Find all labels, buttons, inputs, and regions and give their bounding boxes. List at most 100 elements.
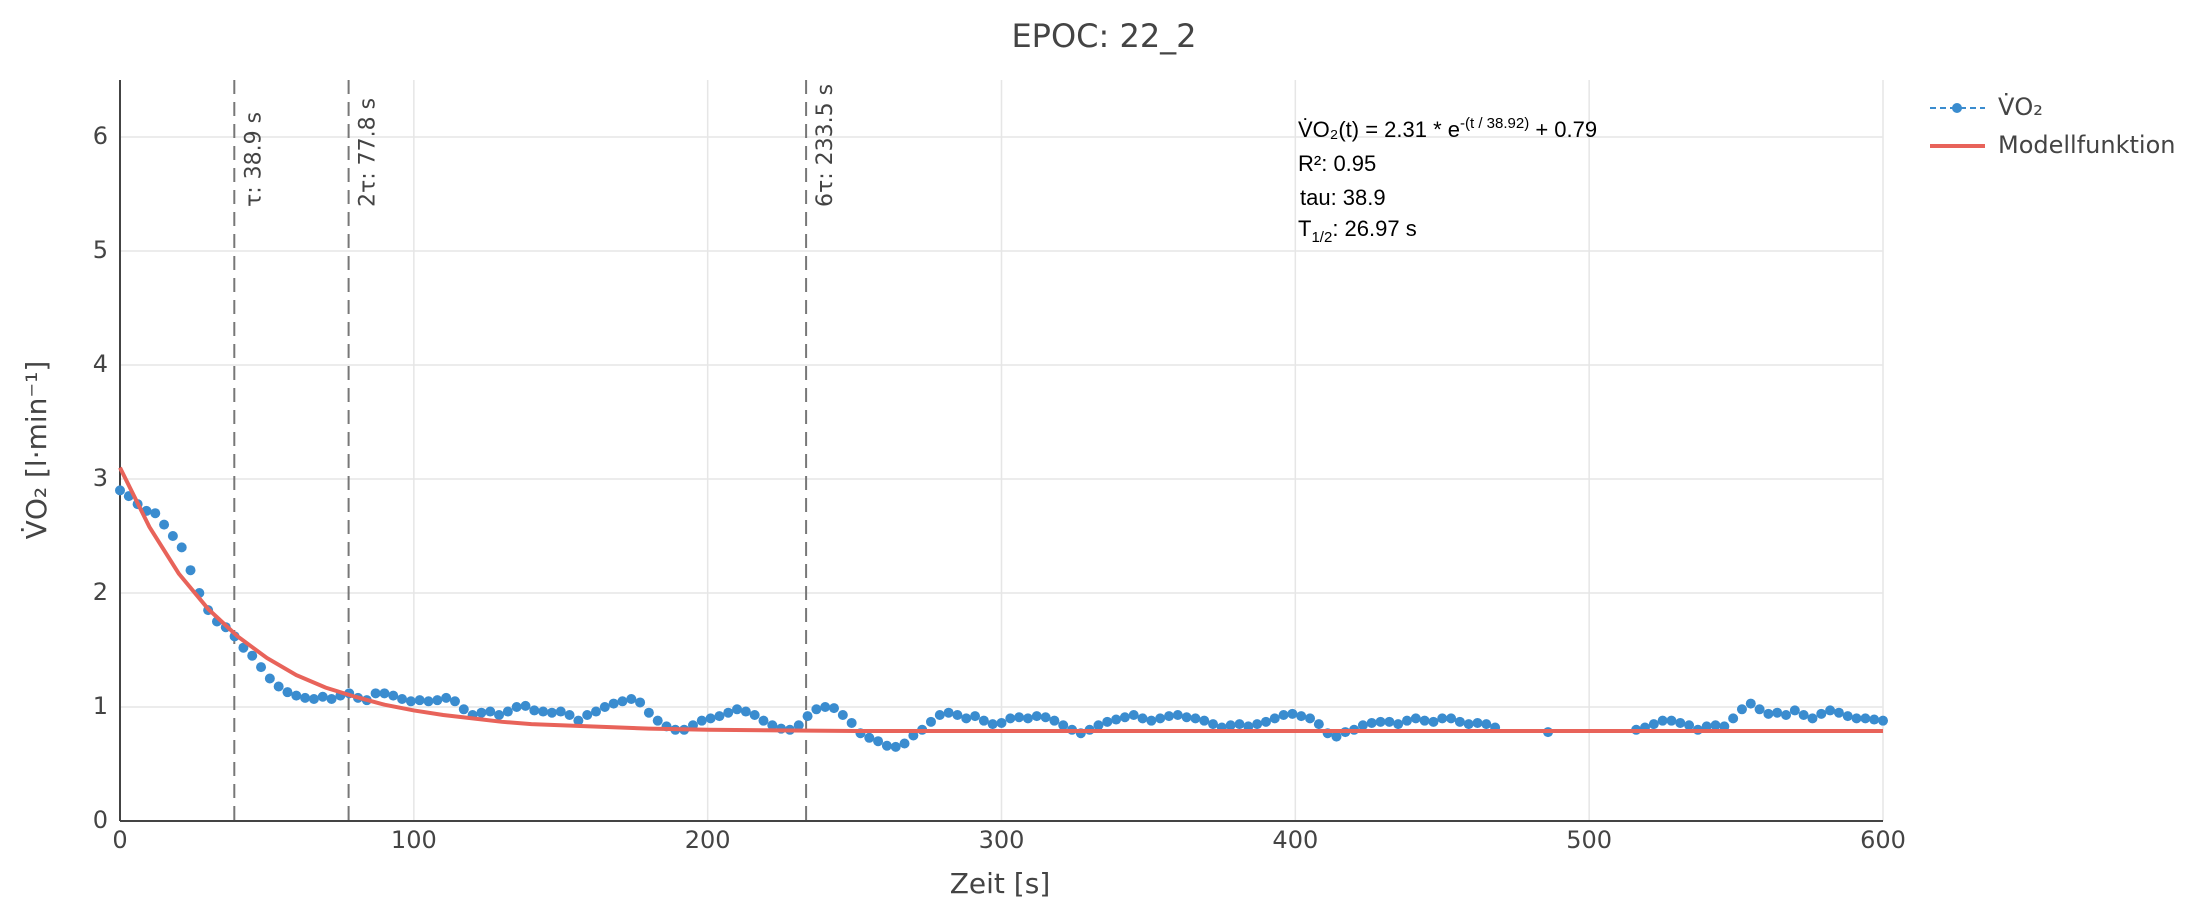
half-life-sub: 1/2 bbox=[1311, 229, 1332, 246]
x-axis-label: Zeit [s] bbox=[950, 867, 1051, 900]
data-point bbox=[829, 703, 840, 714]
data-point bbox=[1058, 720, 1069, 731]
data-point bbox=[441, 692, 452, 703]
data-point bbox=[1401, 715, 1412, 726]
data-point bbox=[599, 702, 610, 712]
data-point bbox=[238, 642, 249, 653]
y-tick-label: 0 bbox=[93, 806, 108, 834]
data-point bbox=[1472, 717, 1483, 728]
data-point bbox=[247, 650, 258, 661]
data-point bbox=[1878, 715, 1888, 726]
data-point bbox=[793, 720, 804, 731]
data-point bbox=[397, 694, 408, 705]
half-life-value: : 26.97 s bbox=[1332, 216, 1416, 241]
data-point bbox=[1137, 713, 1148, 724]
data-point bbox=[1789, 705, 1800, 716]
data-point bbox=[1675, 717, 1686, 728]
legend-label: Modellfunktion bbox=[1998, 131, 2175, 159]
data-point bbox=[1190, 713, 1201, 724]
y-axis-label: V̇O₂ [l·min⁻¹] bbox=[20, 361, 53, 540]
data-point bbox=[476, 707, 487, 718]
data-point bbox=[1040, 712, 1051, 723]
data-point bbox=[1454, 716, 1465, 727]
data-point bbox=[1772, 707, 1783, 718]
data-point bbox=[749, 709, 760, 720]
data-point bbox=[1825, 705, 1836, 716]
data-point bbox=[1807, 713, 1818, 724]
legend-swatch bbox=[1952, 103, 1962, 113]
data-point bbox=[1357, 720, 1368, 731]
data-point bbox=[846, 717, 857, 728]
data-point bbox=[617, 696, 628, 707]
data-point bbox=[758, 715, 769, 726]
data-point bbox=[970, 711, 981, 722]
data-point bbox=[1225, 720, 1236, 731]
data-point bbox=[1269, 713, 1280, 724]
data-point bbox=[520, 700, 531, 711]
x-tick-label: 300 bbox=[979, 826, 1025, 854]
data-point bbox=[458, 704, 469, 715]
data-point bbox=[494, 709, 505, 720]
data-point bbox=[1278, 709, 1289, 720]
data-point bbox=[1208, 719, 1219, 730]
data-point bbox=[1842, 711, 1853, 722]
data-point bbox=[1296, 711, 1307, 722]
data-point bbox=[1305, 713, 1316, 724]
data-point bbox=[899, 738, 910, 749]
data-point bbox=[873, 736, 884, 747]
reference-label: 2τ: 77.8 s bbox=[356, 98, 381, 207]
data-point bbox=[511, 702, 522, 712]
data-point bbox=[943, 707, 954, 718]
data-point bbox=[485, 706, 496, 717]
data-point bbox=[582, 709, 593, 720]
data-point bbox=[115, 485, 125, 496]
data-point bbox=[546, 707, 557, 718]
data-point bbox=[1172, 709, 1183, 720]
formula-tail: + 0.79 bbox=[1529, 117, 1597, 142]
data-point bbox=[1428, 716, 1439, 727]
data-point bbox=[864, 732, 875, 743]
x-tick-label: 500 bbox=[1566, 826, 1612, 854]
data-point bbox=[405, 696, 416, 707]
data-point bbox=[635, 697, 646, 708]
data-point bbox=[1728, 713, 1739, 724]
y-tick-label: 6 bbox=[93, 122, 108, 150]
data-point bbox=[696, 715, 707, 726]
data-point bbox=[1005, 713, 1016, 724]
data-point bbox=[1869, 714, 1880, 725]
data-point bbox=[608, 698, 619, 709]
data-point bbox=[1313, 719, 1324, 730]
data-point bbox=[837, 709, 848, 720]
data-point bbox=[176, 542, 187, 553]
annotation-tau: tau: 38.9 bbox=[1300, 185, 1386, 210]
data-point bbox=[1437, 713, 1448, 724]
data-point bbox=[925, 716, 936, 727]
data-point bbox=[1119, 712, 1130, 723]
formula-exponent: -(t / 38.92) bbox=[1460, 115, 1529, 132]
data-point bbox=[423, 696, 434, 707]
legend-item: Modellfunktion bbox=[1930, 131, 2175, 159]
data-point bbox=[414, 695, 425, 706]
formula-base: V̇O₂(t) = 2.31 * e bbox=[1298, 117, 1460, 142]
data-point bbox=[767, 720, 778, 731]
data-point bbox=[1446, 713, 1457, 724]
x-tick-label: 400 bbox=[1272, 826, 1318, 854]
data-point bbox=[1384, 716, 1395, 727]
data-point bbox=[881, 740, 892, 751]
data-point bbox=[1833, 707, 1844, 718]
data-point bbox=[317, 691, 328, 702]
data-point bbox=[723, 707, 734, 718]
data-point bbox=[1146, 715, 1157, 726]
data-point bbox=[555, 706, 566, 717]
data-point bbox=[987, 719, 998, 730]
data-point bbox=[1648, 719, 1659, 730]
data-point bbox=[1163, 711, 1174, 722]
data-point bbox=[256, 662, 267, 673]
chart-title: EPOC: 22_2 bbox=[1011, 17, 1196, 55]
data-point bbox=[326, 694, 337, 705]
data-point bbox=[502, 706, 513, 717]
data-point bbox=[370, 688, 381, 699]
data-point bbox=[1331, 731, 1342, 742]
y-tick-label: 4 bbox=[93, 350, 108, 378]
